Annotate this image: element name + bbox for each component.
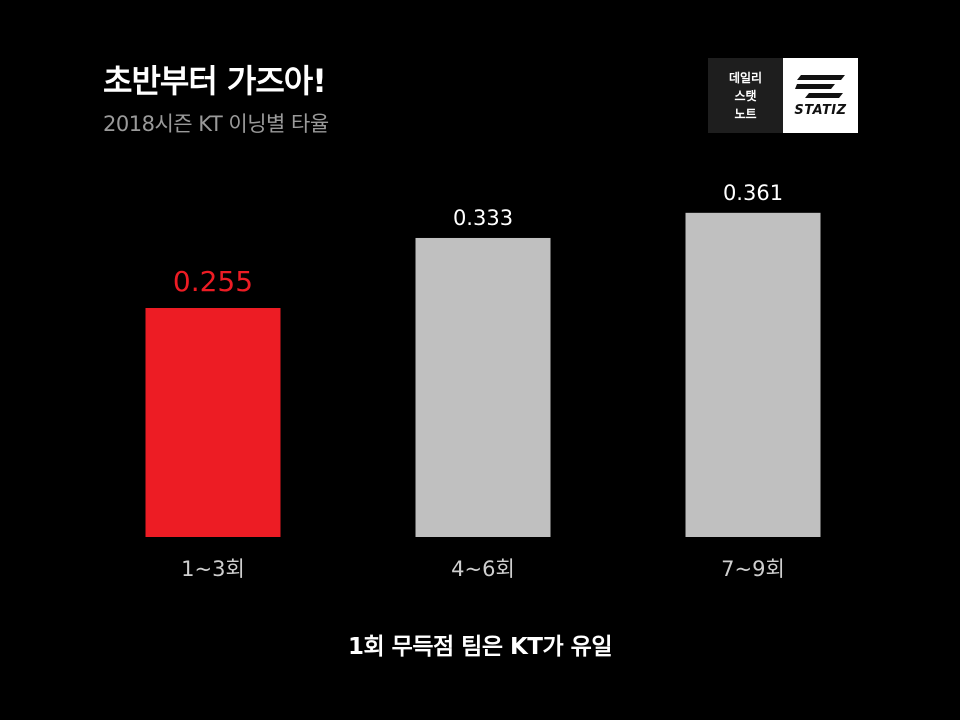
category-label-7-9: 7~9회: [721, 557, 785, 581]
chart-subtitle: 2018시즌 KT 이닝별 타율: [103, 112, 329, 136]
logo-line-2: 스탯: [734, 88, 757, 103]
daily-stat-note-badge: 데일리 스탯 노트: [708, 58, 783, 133]
logo-line-3: 노트: [734, 106, 757, 121]
bar-7-9: [685, 212, 821, 537]
value-label-1-3: 0.255: [173, 265, 253, 298]
value-label-4-6: 0.333: [453, 206, 513, 230]
statiz-stripes-icon: [794, 74, 845, 98]
statiz-logo: 데일리 스탯 노트 STATIZ: [708, 58, 858, 133]
bar-4-6: [415, 237, 551, 537]
statiz-wordmark: STATIZ: [794, 102, 847, 118]
bar-1-3: [145, 308, 281, 537]
chart-footnote: 1회 무득점 팀은 KT가 유일: [348, 634, 613, 660]
value-label-7-9: 0.361: [723, 181, 783, 205]
logo-line-1: 데일리: [728, 70, 763, 85]
category-label-4-6: 4~6회: [451, 557, 515, 581]
chart-title: 초반부터 가즈아!: [103, 62, 327, 100]
statiz-brand-mark: STATIZ: [783, 58, 858, 133]
category-label-1-3: 1~3회: [181, 557, 245, 581]
